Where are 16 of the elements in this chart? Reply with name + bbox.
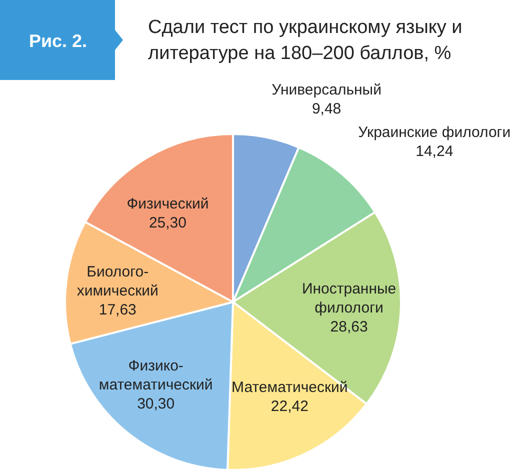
slice-label: Иностранные филологи <box>302 280 396 317</box>
data-label: 9,48 <box>312 100 342 118</box>
chart-title: Сдали тест по украинскому языку и литературе на 180–200 баллов, % <box>148 17 462 64</box>
data-label: 14,24 <box>416 142 454 160</box>
slice-label: Математический <box>232 379 348 396</box>
slice-label: Физический <box>126 196 209 213</box>
text: Рис. 2. <box>28 31 88 51</box>
slice-label: Физико-математический <box>98 357 213 394</box>
data-label: 17,63 <box>98 301 136 318</box>
data-label: 22,42 <box>270 398 308 416</box>
data-label: 28,63 <box>330 318 368 336</box>
data-label: 30,30 <box>137 395 175 412</box>
slice-label: Универсальный <box>272 82 382 99</box>
slice-label: Биолого-химический <box>76 263 158 300</box>
data-label: 25,30 <box>148 214 186 232</box>
slice-label: Украинские филологи <box>358 124 511 141</box>
